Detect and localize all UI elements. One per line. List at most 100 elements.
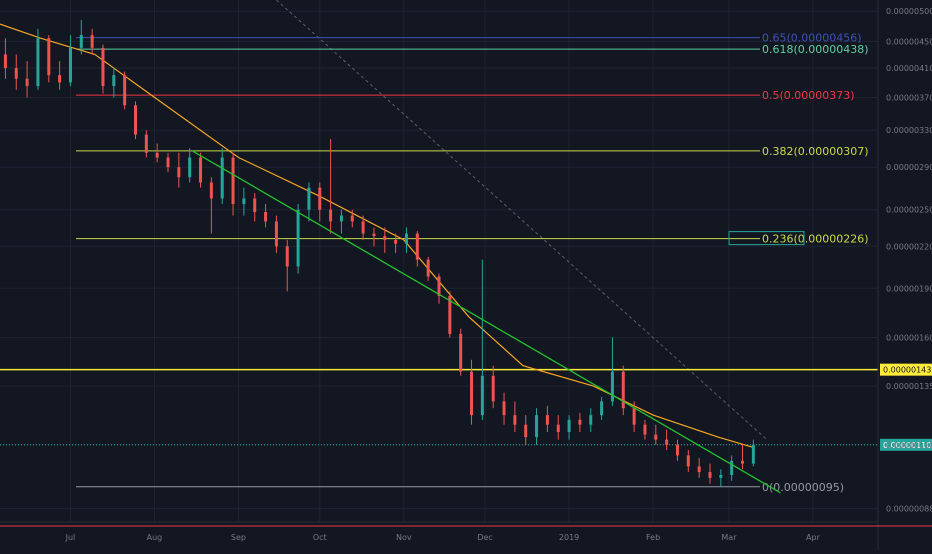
candle-body xyxy=(220,157,224,199)
candle xyxy=(459,328,463,376)
candle-body xyxy=(567,419,571,433)
candle xyxy=(741,444,745,470)
candle xyxy=(686,450,690,473)
candle-body xyxy=(372,233,376,237)
price-axis[interactable]: 0.00000500 0.00000450 0.00000410 0.00000370… xyxy=(877,0,932,550)
candle xyxy=(199,152,203,188)
candle-body xyxy=(3,54,7,69)
candle xyxy=(415,231,419,267)
candle-body xyxy=(578,419,582,425)
candle-body xyxy=(329,209,333,222)
candle-body xyxy=(730,460,734,475)
candle xyxy=(361,215,365,240)
candle-body xyxy=(665,439,669,445)
price-tick-label: 0.00000250 xyxy=(886,206,932,215)
price-tick-label: 0.00000135 xyxy=(886,382,932,391)
price-tick-label: 0.00000160 xyxy=(886,333,932,342)
fibonacci-levels[interactable]: 0.65(0.00000456)0.618(0.00000438) 0.5(0.0… xyxy=(76,32,869,494)
candle-body xyxy=(285,246,289,267)
candle xyxy=(621,365,625,416)
candles xyxy=(3,19,755,487)
candle xyxy=(155,143,159,163)
candle xyxy=(166,152,170,173)
candle xyxy=(437,273,441,304)
fib-level-label: 0.65(0.00000456) xyxy=(762,32,862,45)
time-axis[interactable]: Jul Aug Sep Oct Nov Dec 2019 Feb Mar Apr xyxy=(0,521,932,542)
candle xyxy=(231,152,235,216)
candle xyxy=(578,412,582,433)
moving-average-line xyxy=(0,23,754,448)
candle-body xyxy=(79,35,83,48)
candle-body xyxy=(708,472,712,478)
time-tick-label: Jul xyxy=(65,533,76,542)
diagonal-dashed-line xyxy=(276,0,768,440)
candle-body xyxy=(361,221,365,234)
candle-body xyxy=(545,415,549,425)
diagonal-dashed-line xyxy=(276,0,768,440)
candle-body xyxy=(253,198,257,213)
candle xyxy=(556,415,560,440)
candle-body xyxy=(426,259,430,277)
candle xyxy=(68,35,72,87)
last-price-label: 0.00000110 xyxy=(883,441,931,450)
candle xyxy=(632,401,636,433)
time-tick-label: Feb xyxy=(646,533,660,542)
candle-body xyxy=(741,460,745,464)
candle-body xyxy=(14,68,18,79)
candle xyxy=(112,68,116,98)
candle xyxy=(751,439,755,467)
candle xyxy=(470,359,474,425)
candle xyxy=(58,61,62,90)
candle xyxy=(426,256,430,281)
fib-level-label: 0.5(0.00000373) xyxy=(762,89,855,102)
candle-body xyxy=(383,236,387,240)
candle xyxy=(394,233,398,253)
candle xyxy=(144,130,148,158)
horizontal-lines[interactable]: 0.00000143 0.00000110 xyxy=(0,363,932,451)
candle-body xyxy=(350,215,354,222)
candle-body xyxy=(242,198,246,205)
candle xyxy=(491,365,495,409)
price-tick-label: 0.00000290 xyxy=(886,163,932,172)
candle-body xyxy=(480,375,484,416)
candle xyxy=(188,148,192,183)
time-tick-label: Sep xyxy=(231,533,246,542)
candle xyxy=(133,101,137,140)
time-tick-label: Nov xyxy=(396,533,412,542)
candle-body xyxy=(25,78,29,87)
candle-body xyxy=(112,75,116,87)
trendline[interactable] xyxy=(192,150,781,494)
candle xyxy=(220,148,224,205)
time-tick-label: Apr xyxy=(806,533,821,542)
candle xyxy=(177,152,181,188)
candle-body xyxy=(36,38,40,87)
candle-body xyxy=(751,444,755,464)
candle xyxy=(339,209,343,234)
candle-body xyxy=(632,408,636,425)
price-tick-label: 0.00000450 xyxy=(886,37,932,46)
candle xyxy=(318,182,322,222)
candle-body xyxy=(231,157,235,205)
time-tick-label: 2019 xyxy=(559,533,579,542)
candle xyxy=(79,19,83,55)
candle-body xyxy=(47,38,51,76)
fib-level-label: 0.382(0.00000307) xyxy=(762,145,869,158)
candle xyxy=(90,28,94,55)
candle xyxy=(719,469,723,487)
price-tag xyxy=(880,363,932,376)
moving-average xyxy=(0,23,754,448)
candle xyxy=(535,408,539,445)
candle-body xyxy=(556,424,560,433)
candle xyxy=(502,392,506,425)
candle xyxy=(242,187,246,216)
candle-body xyxy=(296,209,300,267)
candle xyxy=(524,415,528,445)
candle xyxy=(513,401,517,433)
candle-body xyxy=(697,466,701,473)
candle xyxy=(3,38,7,79)
candle-body xyxy=(318,187,322,210)
trendline-line[interactable] xyxy=(192,150,781,494)
price-tick-label: 0.00000500 xyxy=(886,7,932,16)
